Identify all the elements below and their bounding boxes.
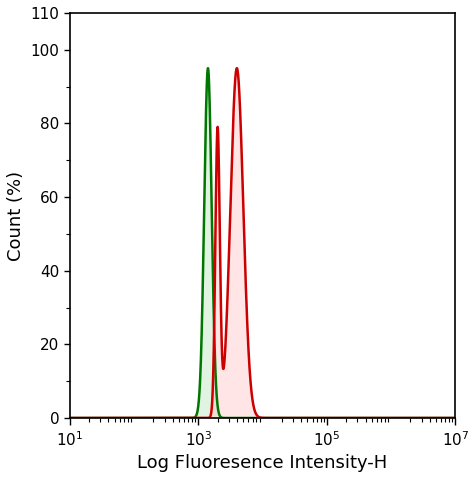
X-axis label: Log Fluoresence Intensity-H: Log Fluoresence Intensity-H bbox=[138, 454, 387, 472]
Y-axis label: Count (%): Count (%) bbox=[7, 171, 25, 261]
